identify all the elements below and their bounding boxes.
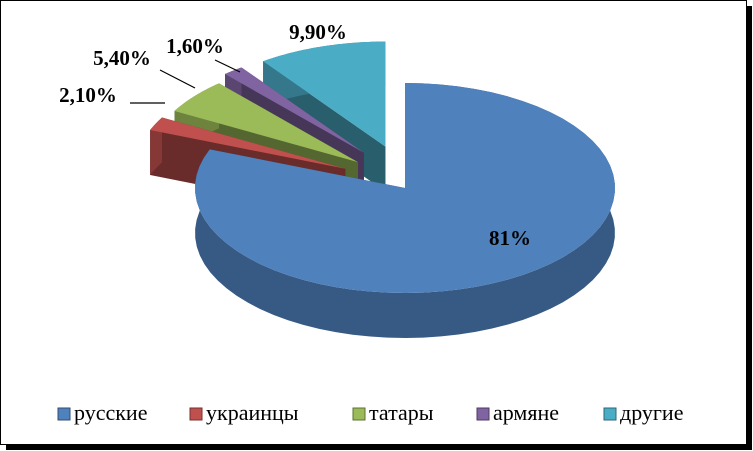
leader-line	[159, 69, 196, 89]
legend-label: русские	[74, 400, 147, 425]
legend-label: другие	[620, 400, 683, 425]
labels: 81% 2,10% 5,40% 1,60% 9,90%	[59, 20, 531, 250]
legend-swatch	[352, 407, 366, 421]
slice	[195, 83, 615, 338]
slice-top	[225, 67, 364, 153]
slice-top	[263, 41, 386, 147]
slice-side	[150, 117, 162, 176]
value-label: 5,40%	[93, 46, 151, 70]
legend-swatch	[476, 407, 490, 421]
legend-swatch	[189, 407, 203, 421]
leader-line	[214, 59, 241, 73]
value-label: 2,10%	[59, 83, 117, 107]
legend-swatch	[57, 407, 71, 421]
value-label: 81%	[489, 226, 531, 250]
slice-top	[174, 83, 358, 163]
pie	[150, 41, 615, 338]
legend-label: армяне	[493, 400, 559, 425]
legend: русские украинцы татары армяне другие	[57, 400, 683, 425]
value-label: 1,60%	[166, 34, 224, 58]
value-label: 9,90%	[289, 20, 347, 44]
legend-swatch	[603, 407, 617, 421]
slice-top	[195, 83, 615, 293]
legend-label: украинцы	[206, 400, 299, 425]
slice-top	[150, 117, 346, 169]
legend-label: татары	[369, 400, 434, 425]
